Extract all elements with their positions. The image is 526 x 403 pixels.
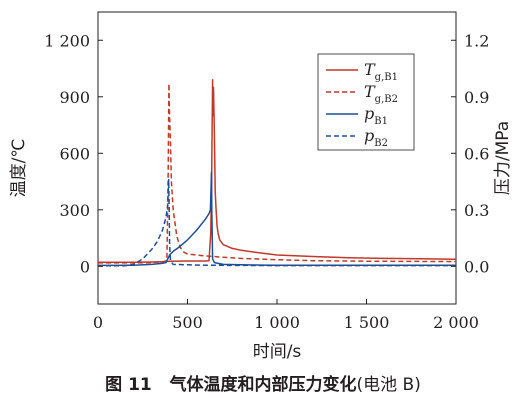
x-tick-label: 1 500	[344, 313, 390, 332]
series-line-t-g-b1	[98, 79, 457, 263]
y-right-tick-label: 0.9	[464, 88, 489, 107]
x-tick-label: 1 000	[254, 313, 300, 332]
y-right-tick-label: 0.6	[464, 144, 489, 163]
y-left-tick-label: 600	[59, 144, 90, 163]
y-axis-left-label: 温度/℃	[9, 139, 29, 198]
series-layer	[98, 79, 457, 267]
legend-label: Tg,B1	[364, 60, 398, 83]
legend-label: pB2	[364, 126, 388, 149]
series-line-p-b2	[98, 178, 456, 267]
y-left-tick-label: 900	[59, 88, 90, 107]
axes-layer: 0 500 1 000 1 500 2 000 0 300 600 900 1 200 0.0 0.3…	[44, 31, 489, 332]
x-tick-label: 0	[93, 313, 103, 332]
y-left-tick-label: 300	[59, 201, 90, 220]
caption-text: 气体温度和内部压力变化	[169, 375, 357, 395]
series-line-p-b1	[98, 171, 456, 267]
figure-caption: 图 11 气体温度和内部压力变化(电池 B)	[0, 370, 526, 395]
x-tick-label: 500	[172, 313, 203, 332]
caption-number: 图 11	[105, 375, 152, 395]
legend-label: pB1	[364, 104, 388, 127]
legend-label: Tg,B2	[364, 82, 398, 105]
y-right-tick-label: 0.0	[464, 257, 489, 276]
y-right-tick-label: 0.3	[464, 201, 489, 220]
y-right-tick-label: 1.2	[464, 31, 489, 50]
y-left-tick-label: 1 200	[44, 31, 90, 50]
y-left-tick-label: 0	[80, 257, 90, 276]
y-axis-right-label: 压力/MPa	[493, 121, 513, 195]
x-axis-label: 时间/s	[253, 342, 302, 362]
series-line-t-g-b2	[98, 82, 457, 264]
x-tick-label: 2 000	[433, 313, 479, 332]
caption-tail: (电池 B)	[356, 375, 421, 395]
